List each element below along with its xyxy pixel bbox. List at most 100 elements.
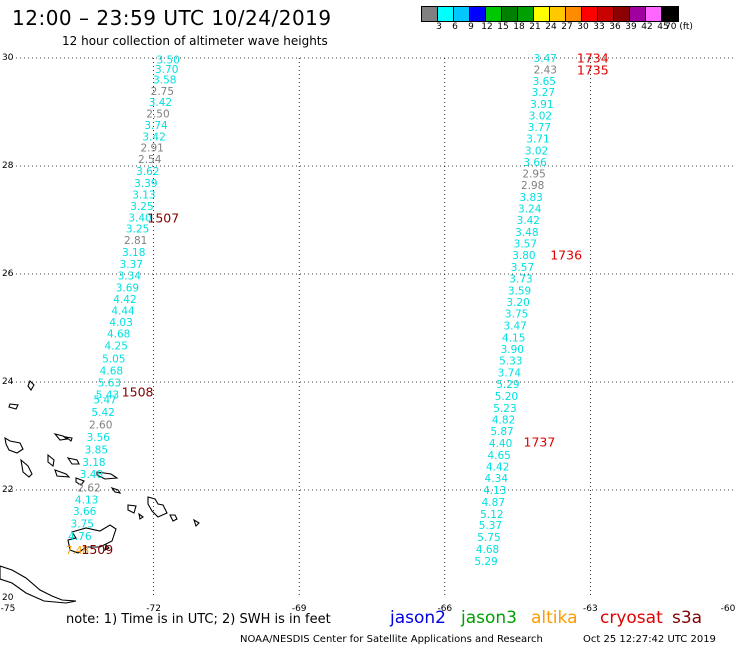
wave-height-label: 3.75 bbox=[71, 519, 94, 531]
wave-height-label: 4.13 bbox=[75, 494, 98, 506]
wave-height-label: 3.57 bbox=[511, 262, 534, 274]
wave-height-label: 3.58 bbox=[153, 75, 176, 87]
wave-height-points: 3.503.703.582.753.422.503.743.422.912.54… bbox=[66, 53, 557, 568]
wave-height-label: 3.42 bbox=[517, 215, 540, 227]
wave-height-label: 4.40 bbox=[489, 438, 512, 450]
wave-height-label: 4.42 bbox=[113, 294, 136, 306]
scale-label: 39 bbox=[625, 22, 637, 32]
island-11 bbox=[75, 477, 85, 486]
wave-height-label: 3.66 bbox=[73, 506, 97, 518]
map-title: 12:00 – 23:59 UTC 10/24/2019 bbox=[12, 6, 332, 30]
wave-height-label: 5.20 bbox=[495, 391, 518, 403]
scale-swatch bbox=[550, 7, 566, 21]
longitude-label: -63 bbox=[583, 604, 598, 614]
latitude-label: 24 bbox=[2, 377, 14, 387]
gridlines bbox=[8, 57, 736, 598]
wave-height-label: 3.70 bbox=[155, 64, 178, 76]
scale-label: 33 bbox=[593, 22, 605, 32]
wave-height-label: 3.91 bbox=[530, 99, 553, 111]
wave-height-label: 3.57 bbox=[514, 238, 537, 250]
island-8 bbox=[66, 457, 80, 465]
legend-s3a: s3a bbox=[672, 608, 703, 628]
wave-height-label: 3.42 bbox=[142, 131, 165, 143]
wave-height-label: 4.82 bbox=[492, 414, 515, 426]
island-3 bbox=[4, 436, 24, 454]
latitude-label: 28 bbox=[2, 161, 14, 171]
scale-swatch bbox=[630, 7, 646, 21]
longitude-label: -66 bbox=[437, 604, 453, 614]
wave-height-label: 3.59 bbox=[508, 285, 531, 297]
wave-height-label: 5.43 bbox=[96, 390, 119, 402]
scale-swatch bbox=[566, 7, 582, 21]
scale-swatch bbox=[486, 7, 502, 21]
wave-height-label: 3.02 bbox=[525, 145, 548, 157]
wave-height-label: 5.75 bbox=[477, 532, 500, 544]
scale-label: 70 (ft) bbox=[665, 22, 693, 32]
scale-swatch bbox=[534, 7, 550, 21]
wave-height-label: 2.81 bbox=[124, 235, 147, 247]
island-9 bbox=[54, 469, 71, 478]
wave-height-label: 3.65 bbox=[533, 76, 556, 88]
note-text: note: 1) Time is in UTC; 2) SWH is in fe… bbox=[66, 612, 331, 627]
wave-height-label: 3.47 bbox=[503, 320, 526, 332]
wave-height-label: 2.98 bbox=[521, 180, 544, 192]
wave-height-label: 3.74 bbox=[498, 367, 522, 379]
wave-height-label: 4.68 bbox=[476, 544, 499, 556]
wave-height-label: 2.62 bbox=[77, 482, 100, 494]
wave-height-label: 2.43 bbox=[534, 64, 557, 76]
wave-height-label: 3.85 bbox=[85, 445, 108, 457]
wave-height-label: 3.37 bbox=[120, 259, 143, 271]
longitude-label: -75 bbox=[0, 604, 16, 614]
pass-time-label: 1507 bbox=[147, 210, 179, 225]
scale-label: 18 bbox=[513, 22, 525, 32]
scale-swatch bbox=[662, 7, 678, 21]
island-7 bbox=[47, 453, 55, 468]
scale-label: 12 bbox=[481, 22, 493, 32]
island-5 bbox=[53, 433, 69, 441]
scale-swatch bbox=[454, 7, 470, 21]
island-16 bbox=[193, 518, 200, 528]
legend-jason2: jason2 bbox=[390, 608, 446, 628]
pass-time-label: 1736 bbox=[550, 248, 582, 263]
scale-swatch bbox=[598, 7, 614, 21]
wave-height-label: 5.29 bbox=[496, 379, 519, 391]
wave-height-label: 3.74 bbox=[144, 120, 168, 132]
wave-height-label: 2.60 bbox=[89, 420, 112, 432]
wave-height-label: 5.87 bbox=[490, 426, 513, 438]
scale-swatch bbox=[646, 7, 662, 21]
wave-height-label: 4.68 bbox=[107, 328, 130, 340]
wave-height-label: 4.44 bbox=[111, 305, 135, 317]
wave-height-label: 3.56 bbox=[87, 432, 111, 444]
wave-height-label: 5.29 bbox=[474, 556, 497, 568]
wave-height-label: 2.91 bbox=[140, 143, 163, 155]
scale-label: 30 bbox=[577, 22, 589, 32]
wave-height-label: 3.90 bbox=[501, 344, 524, 356]
pass-time-label: 1508 bbox=[122, 384, 154, 399]
latitude-label: 30 bbox=[2, 53, 14, 63]
pass-time-label: 1737 bbox=[524, 435, 556, 450]
legend-jason3: jason3 bbox=[461, 608, 517, 628]
pass-time-label: 1735 bbox=[577, 62, 609, 77]
scale-swatch bbox=[438, 7, 454, 21]
scale-label: 42 bbox=[641, 22, 653, 32]
credit-text: NOAA/NESDIS Center for Satellite Applica… bbox=[240, 634, 543, 645]
legend-cryosat: cryosat bbox=[600, 608, 663, 628]
wave-height-label: 4.87 bbox=[482, 497, 505, 509]
longitude-label: -72 bbox=[146, 604, 161, 614]
wave-height-label: 3.48 bbox=[515, 227, 538, 239]
wave-height-label: 5.42 bbox=[91, 407, 114, 419]
wave-height-label: 3.48 bbox=[80, 469, 103, 481]
legend-altika: altika bbox=[531, 608, 578, 628]
wave-height-label: 3.71 bbox=[526, 134, 549, 146]
wave-height-label: 3.69 bbox=[116, 283, 139, 295]
wave-height-label: 5.33 bbox=[499, 355, 522, 367]
wave-height-label: 4.65 bbox=[487, 450, 510, 462]
island-17 bbox=[138, 512, 144, 520]
wave-height-label: 3.25 bbox=[126, 224, 149, 236]
wave-height-label: 3.02 bbox=[529, 110, 552, 122]
wave-height-label: 3.50 bbox=[156, 55, 179, 67]
wave-height-label: 5.63 bbox=[98, 378, 121, 390]
wave-height-label: 2.50 bbox=[146, 109, 169, 121]
